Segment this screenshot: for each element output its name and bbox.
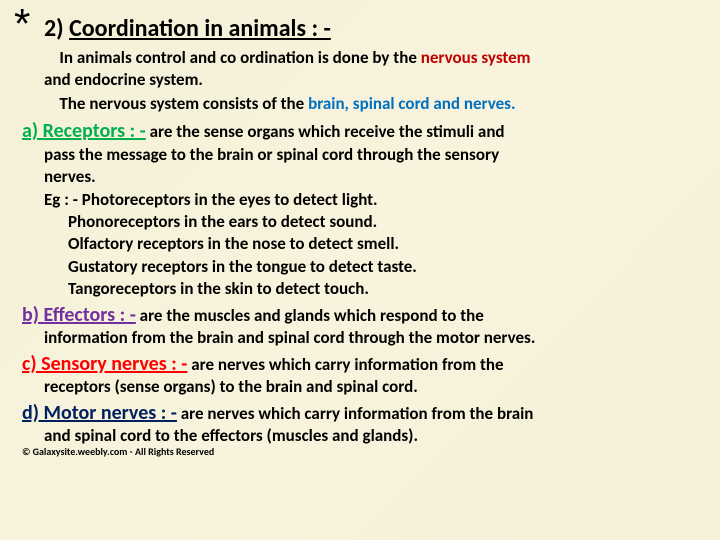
section-b-heading: b) Effectors : - [22, 303, 136, 327]
slide-content: 2) Coordination in animals : - In animal… [44, 14, 692, 458]
section-a-label: a) Receptors : - [22, 119, 146, 143]
section-a-line2: pass the message to the brain or spinal … [44, 144, 692, 166]
section-d-label: d) Motor nerves : - [22, 401, 177, 425]
title-text: Coordination in animals : - [69, 14, 331, 43]
section-b-line2: information from the brain and spinal co… [44, 327, 692, 349]
intro-paragraph-2: The nervous system consists of the brain… [44, 93, 692, 115]
intro-paragraph: In animals control and co ordination is … [44, 47, 692, 91]
section-a-lead: are the sense organs which receive the s… [146, 121, 505, 142]
section-c-heading: c) Sensory nerves : - [22, 352, 187, 376]
section-a: a) Receptors : - are the sense organs wh… [22, 119, 692, 301]
intro2-highlight: brain, spinal cord and nerves. [308, 93, 515, 114]
section-b-lead: are the muscles and glands which respond… [136, 305, 484, 326]
section-b-label: b) Effectors : - [22, 303, 136, 327]
intro-text-1: In animals control and co ordination is … [59, 47, 420, 68]
title-number: 2) [44, 14, 69, 43]
section-a-heading: a) Receptors : - [22, 119, 146, 143]
copyright-text: © Galaxysite.weebly.com - All Rights Res… [22, 445, 692, 458]
section-c-label: c) Sensory nerves : - [22, 352, 187, 376]
section-a-line3: nerves. [44, 166, 692, 188]
section-c-lead: are nerves which carry information from … [187, 354, 503, 375]
intro-highlight: nervous system [421, 47, 531, 68]
section-a-eg4: Gustatory receptors in the tongue to det… [68, 256, 692, 278]
bullet-asterisk: * [14, 0, 30, 48]
section-a-eg5: Tangoreceptors in the skin to detect tou… [68, 278, 692, 300]
intro-text-2: and endocrine system. [44, 69, 203, 90]
section-d: d) Motor nerves : - are nerves which car… [22, 401, 692, 459]
section-d-lead: are nerves which carry information from … [177, 403, 534, 424]
section-a-eg1: Eg : - Photoreceptors in the eyes to det… [44, 189, 692, 211]
section-a-eg3: Olfactory receptors in the nose to detec… [68, 233, 692, 255]
section-c: c) Sensory nerves : - are nerves which c… [22, 352, 692, 399]
intro2-prefix: The nervous system consists of the [59, 93, 308, 114]
section-b: b) Effectors : - are the muscles and gla… [22, 303, 692, 350]
section-d-line2: and spinal cord to the effectors (muscle… [44, 425, 692, 447]
section-c-line2: receptors (sense organs) to the brain an… [44, 376, 692, 398]
section-d-heading: d) Motor nerves : - [22, 401, 177, 425]
slide-title: 2) Coordination in animals : - [44, 14, 692, 43]
section-a-eg2: Phonoreceptors in the ears to detect sou… [68, 211, 692, 233]
